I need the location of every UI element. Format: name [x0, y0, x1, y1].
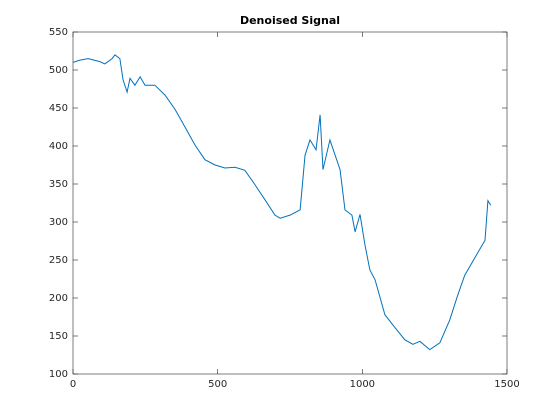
- y-tick-label: 400: [49, 141, 68, 152]
- y-tick-label: 250: [49, 255, 68, 266]
- x-tick-label: 1000: [350, 379, 375, 390]
- y-tick-label: 300: [49, 217, 68, 228]
- x-tick-label: 0: [70, 379, 76, 390]
- x-tick-label: 500: [208, 379, 227, 390]
- y-tick-label: 100: [49, 369, 68, 380]
- plot-area: [72, 31, 508, 375]
- y-tick-label: 350: [49, 179, 68, 190]
- y-tick-label: 500: [49, 65, 68, 76]
- y-tick-label: 200: [49, 293, 68, 304]
- x-tick-label: 1500: [494, 379, 519, 390]
- chart-title: Denoised Signal: [240, 14, 340, 27]
- y-tick-label: 150: [49, 331, 68, 342]
- y-tick-label: 550: [49, 27, 68, 38]
- data-line: [72, 54, 492, 351]
- y-tick-label: 450: [49, 103, 68, 114]
